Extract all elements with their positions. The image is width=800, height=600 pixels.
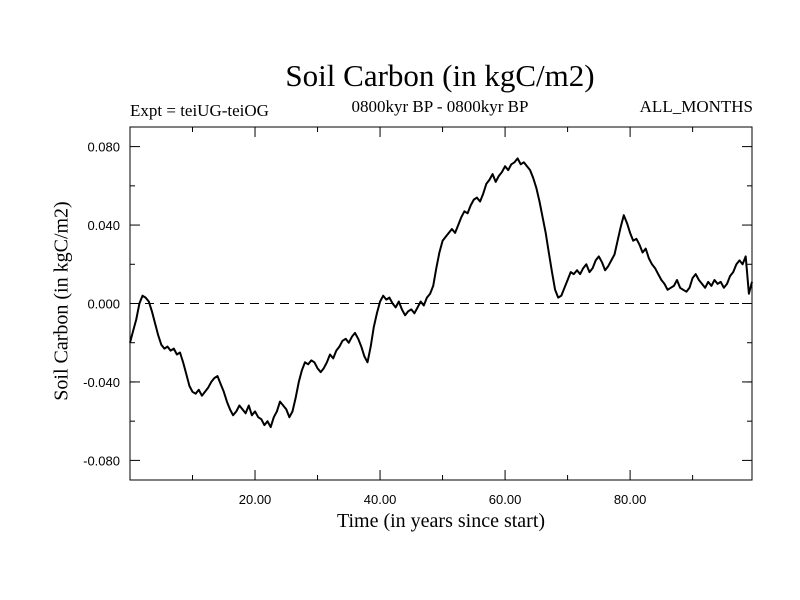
y-tick-label: 0.000 bbox=[87, 297, 120, 312]
y-tick-label: 0.040 bbox=[87, 218, 120, 233]
x-tick-label: 40.00 bbox=[364, 492, 397, 507]
chart-title: Soil Carbon (in kgC/m2) bbox=[285, 58, 595, 93]
experiment-label: Expt = teiUG-teiOG bbox=[130, 101, 269, 120]
period-label: 0800kyr BP - 0800kyr BP bbox=[351, 97, 529, 116]
x-axis-label: Time (in years since start) bbox=[336, 510, 546, 532]
axis-ticks bbox=[130, 127, 752, 480]
y-tick-label: 0.080 bbox=[87, 140, 120, 155]
x-tick-label: 20.00 bbox=[239, 492, 272, 507]
x-tick-label: 60.00 bbox=[489, 492, 522, 507]
months-label: ALL_MONTHS bbox=[639, 97, 753, 116]
x-tick-label: 80.00 bbox=[614, 492, 647, 507]
tick-labels: 0.080 0.040 0.000 -0.040 -0.080 20.00 40.00 60.… bbox=[83, 140, 646, 507]
series-line bbox=[129, 157, 753, 429]
y-tick-label: -0.040 bbox=[83, 375, 120, 390]
y-tick-label: -0.080 bbox=[83, 453, 120, 468]
